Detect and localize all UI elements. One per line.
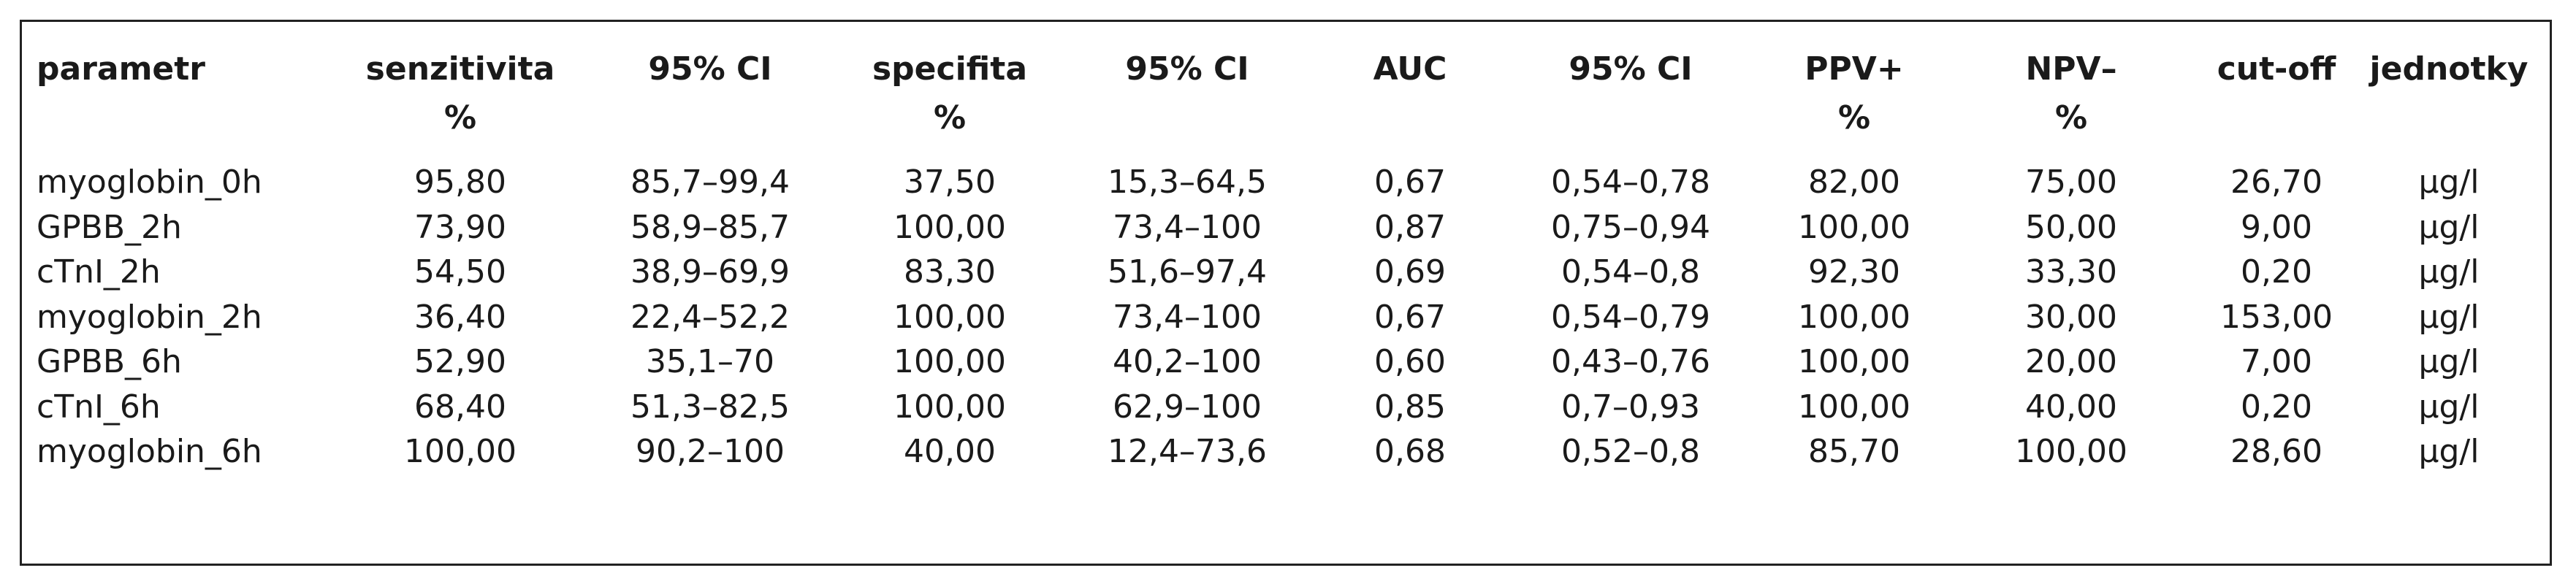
header-cell: PPV+ — [1805, 50, 1904, 88]
table-cell: 85,70 — [1808, 433, 1900, 470]
table-cell: 54,50 — [414, 253, 506, 291]
header-cell: specifita — [872, 50, 1028, 88]
table-cell: 0,60 — [1374, 343, 1446, 380]
table-cell: 73,90 — [414, 208, 506, 246]
table-cell: 62,9–100 — [1113, 388, 1262, 426]
table-cell: 26,70 — [2230, 164, 2322, 201]
table-cell: 100,00 — [1798, 298, 1910, 336]
table-cell: 0,52–0,8 — [1561, 433, 1700, 470]
table-cell: 20,00 — [2025, 343, 2117, 380]
table-cell: 7,00 — [2241, 343, 2312, 380]
table-cell: cTnI_6h — [37, 388, 161, 426]
table-cell: 0,87 — [1374, 208, 1446, 246]
table-cell: 68,40 — [414, 388, 506, 426]
header-cell: % — [443, 99, 477, 137]
table-cell: µg/l — [2418, 433, 2480, 470]
table-cell: 37,50 — [904, 164, 996, 201]
header-cell: % — [2054, 99, 2088, 137]
table-cell: 0,54–0,78 — [1551, 164, 1710, 201]
table-cell: 83,30 — [904, 253, 996, 291]
table-cell: 0,7–0,93 — [1561, 388, 1700, 426]
header-cell: parametr — [37, 50, 205, 88]
table-cell: 35,1–70 — [646, 343, 774, 380]
table-cell: 0,54–0,79 — [1551, 298, 1710, 336]
table-cell: 73,4–100 — [1113, 208, 1262, 246]
table-cell: 58,9–85,7 — [630, 208, 790, 246]
table-cell: µg/l — [2418, 343, 2480, 380]
table-cell: 0,20 — [2241, 388, 2312, 426]
table-cell: 9,00 — [2241, 208, 2312, 246]
table-cell: cTnI_2h — [37, 253, 161, 291]
table-cell: 30,00 — [2025, 298, 2117, 336]
table-cell: 22,4–52,2 — [630, 298, 790, 336]
table-cell: 100,00 — [893, 343, 1006, 380]
table-cell: 85,7–99,4 — [630, 164, 790, 201]
table-cell: 0,43–0,76 — [1551, 343, 1710, 380]
table-cell: 0,20 — [2241, 253, 2312, 291]
header-cell: % — [1837, 99, 1871, 137]
table-cell: 40,00 — [904, 433, 996, 470]
table-cell: 38,9–69,9 — [630, 253, 790, 291]
table-cell: 15,3–64,5 — [1108, 164, 1267, 201]
table-cell: 33,30 — [2025, 253, 2117, 291]
table-cell: 100,00 — [404, 433, 517, 470]
table-cell: 0,69 — [1374, 253, 1446, 291]
table-cell: 95,80 — [414, 164, 506, 201]
table-cell: 100,00 — [893, 298, 1006, 336]
table-cell: 90,2–100 — [636, 433, 785, 470]
table-cell: 52,90 — [414, 343, 506, 380]
header-cell: 95% CI — [1569, 50, 1693, 88]
table-cell: µg/l — [2418, 298, 2480, 336]
table-cell: 40,00 — [2025, 388, 2117, 426]
header-cell: 95% CI — [1125, 50, 1249, 88]
header-cell: % — [933, 99, 967, 137]
table-cell: 0,85 — [1374, 388, 1446, 426]
header-cell: NPV– — [2025, 50, 2117, 88]
table-cell: 100,00 — [1798, 343, 1910, 380]
table-cell: µg/l — [2418, 208, 2480, 246]
header-cell: jednotky — [2369, 50, 2529, 88]
table-cell: 82,00 — [1808, 164, 1900, 201]
table-cell: µg/l — [2418, 388, 2480, 426]
table-cell: 0,75–0,94 — [1551, 208, 1710, 246]
table-cell: 92,30 — [1808, 253, 1900, 291]
header-cell: cut-off — [2217, 50, 2336, 88]
table-cell: 0,54–0,8 — [1561, 253, 1700, 291]
table-cell: myoglobin_6h — [37, 433, 262, 470]
table-cell: 100,00 — [2015, 433, 2127, 470]
table-cell: 73,4–100 — [1113, 298, 1262, 336]
table-cell: 0,68 — [1374, 433, 1446, 470]
table-cell: myoglobin_0h — [37, 164, 262, 201]
table-cell: GPBB_6h — [37, 343, 182, 380]
table-cell: µg/l — [2418, 253, 2480, 291]
table-cell: 100,00 — [893, 208, 1006, 246]
table-cell: 100,00 — [893, 388, 1006, 426]
table-cell: 100,00 — [1798, 208, 1910, 246]
table-cell: 51,3–82,5 — [630, 388, 790, 426]
table-cell: myoglobin_2h — [37, 298, 262, 336]
table-cell: 40,2–100 — [1113, 343, 1262, 380]
table-cell: GPBB_2h — [37, 208, 182, 246]
table-cell: 0,67 — [1374, 298, 1446, 336]
table-cell: 100,00 — [1798, 388, 1910, 426]
table-border — [20, 20, 2552, 566]
table-cell: 12,4–73,6 — [1108, 433, 1267, 470]
table-cell: 51,6–97,4 — [1108, 253, 1267, 291]
table-cell: 28,60 — [2230, 433, 2322, 470]
table-cell: 50,00 — [2025, 208, 2117, 246]
table-cell: 153,00 — [2220, 298, 2333, 336]
table-cell: µg/l — [2418, 164, 2480, 201]
table-cell: 75,00 — [2025, 164, 2117, 201]
table-cell: 0,67 — [1374, 164, 1446, 201]
header-cell: senzitivita — [365, 50, 555, 88]
header-cell: 95% CI — [648, 50, 772, 88]
header-cell: AUC — [1373, 50, 1447, 88]
table-cell: 36,40 — [414, 298, 506, 336]
